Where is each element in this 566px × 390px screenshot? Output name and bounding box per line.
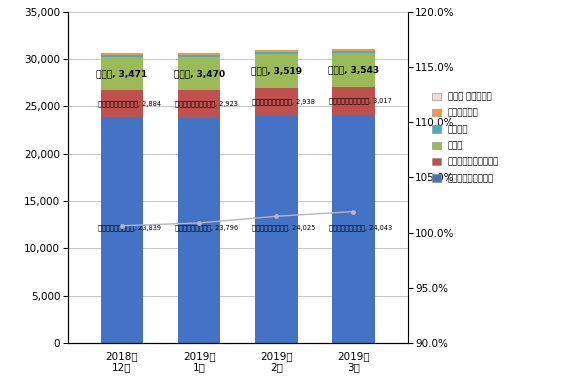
Bar xyxy=(101,90,143,117)
Bar xyxy=(255,50,298,52)
Bar xyxy=(178,90,220,118)
Bar xyxy=(255,88,298,116)
Bar xyxy=(332,49,375,51)
Text: オリックスカーシェア, 2,923: オリックスカーシェア, 2,923 xyxy=(175,101,238,107)
Text: タイムズカーシェア, 23,839: タイムズカーシェア, 23,839 xyxy=(97,224,161,231)
Text: カレコ, 3,470: カレコ, 3,470 xyxy=(174,69,225,78)
Bar xyxy=(255,52,298,55)
Bar xyxy=(101,57,143,90)
Bar xyxy=(332,87,375,115)
Bar xyxy=(255,116,298,343)
Bar xyxy=(101,117,143,343)
Text: オリックスカーシェア, 2,938: オリックスカーシェア, 2,938 xyxy=(252,98,315,105)
Text: オリックスカーシェア, 2,884: オリックスカーシェア, 2,884 xyxy=(97,101,161,107)
Bar xyxy=(178,55,220,57)
Text: タイムズカーシェア, 23,796: タイムズカーシェア, 23,796 xyxy=(175,224,238,231)
Bar xyxy=(332,53,375,87)
Text: カレコ, 3,471: カレコ, 3,471 xyxy=(96,69,148,78)
Legend: ホンダ エブリゴー, アース・カー, ガリテコ, カレコ, オリックスカーシェア, タイムズカーシェア: ホンダ エブリゴー, アース・カー, ガリテコ, カレコ, オリックスカーシェア… xyxy=(429,89,503,186)
Bar xyxy=(332,51,375,53)
Text: カレコ, 3,543: カレコ, 3,543 xyxy=(328,66,379,74)
Text: オリックスカーシェア, 3,017: オリックスカーシェア, 3,017 xyxy=(329,98,392,105)
Bar xyxy=(255,55,298,88)
Text: カレコ, 3,519: カレコ, 3,519 xyxy=(251,67,302,76)
Bar xyxy=(332,115,375,343)
Text: タイムズカーシェア, 24,025: タイムズカーシェア, 24,025 xyxy=(252,224,315,231)
Bar xyxy=(178,118,220,343)
Text: タイムズカーシェア, 24,043: タイムズカーシェア, 24,043 xyxy=(329,224,392,231)
Bar xyxy=(178,53,220,55)
Bar xyxy=(101,55,143,57)
Bar xyxy=(178,57,220,90)
Bar xyxy=(101,53,143,55)
